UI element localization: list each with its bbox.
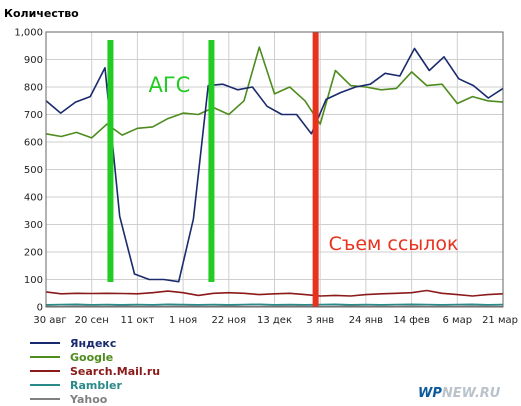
y-tick-label: 1,000 <box>14 28 43 39</box>
y-tick-label: 500 <box>24 165 43 176</box>
series-line-rambler <box>46 304 503 305</box>
x-tick-label: 22 ноя <box>212 315 247 326</box>
y-tick-label: 700 <box>24 110 43 121</box>
x-tick-label: 1 ноя <box>169 315 197 326</box>
legend-swatch <box>30 384 60 386</box>
legend-swatch <box>30 356 60 358</box>
legend-swatch <box>30 398 60 400</box>
y-tick-label: 600 <box>24 138 43 149</box>
watermark-wp: WP <box>418 386 442 401</box>
x-tick-label: 20 сен <box>75 315 109 326</box>
x-tick-label: 30 авг <box>33 315 66 326</box>
link-removal-annotation-label: Съем ссылок <box>329 233 459 255</box>
legend-label: Yahoo <box>70 393 107 406</box>
x-tick-label: 3 янв <box>306 315 334 326</box>
x-tick-labels: 30 авг 20 сен 11 окт 1 ноя 22 ноя 13 дек 3 янв… <box>33 315 518 326</box>
legend-label: Google <box>70 351 113 364</box>
x-tick-label: 11 окт <box>120 315 154 326</box>
legend-item: Яндекс <box>30 336 160 350</box>
legend-item: Google <box>30 350 160 364</box>
x-tick-label: 21 мар <box>482 315 518 326</box>
legend-label: Яндекс <box>70 337 116 350</box>
legend-item: Search.Mail.ru <box>30 364 160 378</box>
y-tick-label: 200 <box>24 248 43 259</box>
watermark-logo: WPNEW.RU <box>418 386 500 401</box>
x-tick-label: 24 янв <box>349 315 383 326</box>
legend-swatch <box>30 342 60 344</box>
y-tick-label: 0 <box>37 303 43 314</box>
ags-annotation-label: АГС <box>148 73 190 97</box>
y-tick-label: 900 <box>24 55 43 66</box>
legend-label: Rambler <box>70 379 122 392</box>
x-tick-label: 6 мар <box>443 315 473 326</box>
watermark-rest: NEW.RU <box>442 386 500 401</box>
y-tick-label: 400 <box>24 193 43 204</box>
y-tick-label: 300 <box>24 220 43 231</box>
legend-swatch <box>30 370 60 372</box>
x-tick-label: 14 фев <box>393 315 430 326</box>
y-tick-label: 100 <box>24 275 43 286</box>
legend-label: Search.Mail.ru <box>70 365 160 378</box>
line-chart: Количество 0 100 200 300 400 500 600 700 800 900 1… <box>0 0 521 340</box>
y-axis-title: Количество <box>4 7 79 20</box>
legend-item: Rambler <box>30 378 160 392</box>
legend-item: Yahoo <box>30 392 160 406</box>
x-tick-label: 13 дек <box>257 315 292 326</box>
y-tick-label: 800 <box>24 83 43 94</box>
y-tick-labels: 0 100 200 300 400 500 600 700 800 900 1,000 <box>14 28 43 314</box>
